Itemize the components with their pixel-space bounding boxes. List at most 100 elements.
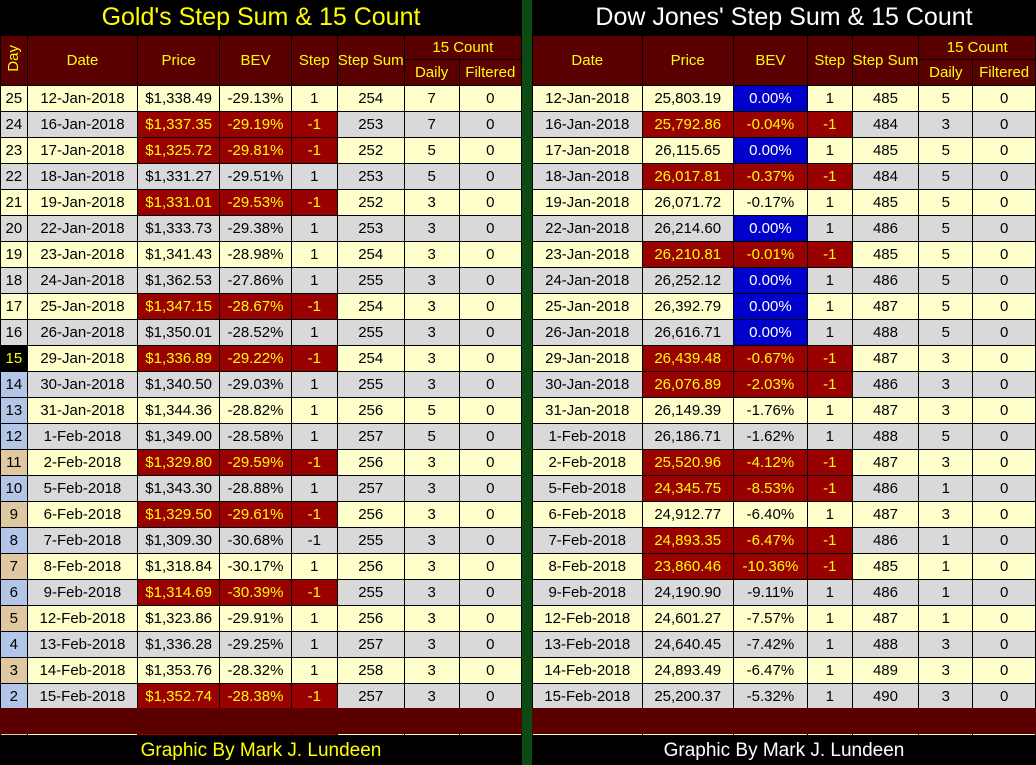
date-cell: 30-Jan-2018 bbox=[532, 371, 643, 398]
date-cell: 24-Jan-2018 bbox=[26, 267, 139, 294]
gold-header-price: Price bbox=[137, 35, 221, 86]
price-cell: $1,331.27 bbox=[137, 163, 221, 190]
filtered-count-cell: 0 bbox=[458, 137, 523, 164]
step-sum-cell: 255 bbox=[336, 319, 405, 346]
bev-cell: 0.00% bbox=[732, 85, 808, 112]
table-row: 12 1-Feb-2018 $1,349.00 -28.58% 1 257 5 0 bbox=[0, 423, 523, 450]
day-cell: 15 bbox=[0, 345, 28, 372]
filtered-count-cell: 0 bbox=[458, 683, 523, 710]
gold-footer-strip bbox=[0, 708, 522, 734]
date-cell: 17-Jan-2018 bbox=[532, 137, 643, 164]
step-cell: 1 bbox=[806, 423, 853, 450]
table-row: 24 16-Jan-2018 $1,337.35 -29.19% -1 253 7 0 bbox=[0, 111, 523, 138]
table-row: 30-Jan-2018 26,076.89 -2.03% -1 486 3 0 bbox=[532, 371, 1036, 398]
date-cell: 16-Jan-2018 bbox=[26, 111, 139, 138]
filtered-count-cell: 0 bbox=[458, 657, 523, 684]
filtered-count-cell: 0 bbox=[972, 475, 1036, 502]
step-sum-cell: 486 bbox=[851, 371, 920, 398]
step-sum-cell: 488 bbox=[851, 319, 920, 346]
date-cell: 1-Feb-2018 bbox=[26, 423, 139, 450]
bev-cell: -28.32% bbox=[219, 657, 292, 684]
daily-count-cell: 7 bbox=[403, 85, 460, 112]
step-sum-cell: 256 bbox=[336, 449, 405, 476]
bev-cell: 0.00% bbox=[732, 319, 808, 346]
table-row: 14-Feb-2018 24,893.49 -6.47% 1 489 3 0 bbox=[532, 657, 1036, 684]
daily-count-cell: 3 bbox=[918, 631, 974, 658]
gold-header-date: Date bbox=[26, 35, 139, 86]
filtered-count-cell: 0 bbox=[458, 189, 523, 216]
price-cell: 25,792.86 bbox=[641, 111, 734, 138]
bev-cell: -10.36% bbox=[732, 553, 808, 580]
bev-cell: -0.17% bbox=[732, 189, 808, 216]
bev-cell: -29.51% bbox=[219, 163, 292, 190]
table-row: 25-Jan-2018 26,392.79 0.00% 1 487 5 0 bbox=[532, 293, 1036, 320]
step-sum-cell: 252 bbox=[336, 137, 405, 164]
table-row: 18-Jan-2018 26,017.81 -0.37% -1 484 5 0 bbox=[532, 163, 1036, 190]
day-cell: 18 bbox=[0, 267, 28, 294]
price-cell: 26,017.81 bbox=[641, 163, 734, 190]
price-cell: $1,349.00 bbox=[137, 423, 221, 450]
gold-header-bev: BEV bbox=[219, 35, 292, 86]
price-cell: 26,214.60 bbox=[641, 215, 734, 242]
step-sum-cell: 488 bbox=[851, 423, 920, 450]
dow-header-date: Date bbox=[532, 35, 643, 86]
filtered-count-cell: 0 bbox=[972, 163, 1036, 190]
bev-cell: -0.04% bbox=[732, 111, 808, 138]
bev-cell: -2.03% bbox=[732, 371, 808, 398]
daily-count-cell: 3 bbox=[403, 241, 460, 268]
step-cell: 1 bbox=[290, 423, 338, 450]
table-row: 6 9-Feb-2018 $1,314.69 -30.39% -1 255 3 0 bbox=[0, 579, 523, 606]
step-sum-cell: 253 bbox=[336, 215, 405, 242]
daily-count-cell: 3 bbox=[918, 397, 974, 424]
gold-table: Day Date Price BEV Step Step Sum 15 Coun… bbox=[0, 35, 523, 736]
daily-count-cell: 3 bbox=[403, 501, 460, 528]
step-sum-cell: 486 bbox=[851, 527, 920, 554]
filtered-count-cell: 0 bbox=[458, 319, 523, 346]
table-row: 19 23-Jan-2018 $1,341.43 -28.98% 1 254 3 0 bbox=[0, 241, 523, 268]
dow-header-daily: Daily bbox=[918, 59, 974, 86]
step-sum-cell: 487 bbox=[851, 345, 920, 372]
price-cell: $1,337.35 bbox=[137, 111, 221, 138]
step-cell: -1 bbox=[290, 527, 338, 554]
date-cell: 29-Jan-2018 bbox=[26, 345, 139, 372]
gold-panel: Gold's Step Sum & 15 Count Day Date Pric… bbox=[0, 3, 523, 761]
table-row: 21 19-Jan-2018 $1,331.01 -29.53% -1 252 3 0 bbox=[0, 189, 523, 216]
table-row: 5 12-Feb-2018 $1,323.86 -29.91% 1 256 3 0 bbox=[0, 605, 523, 632]
filtered-count-cell: 0 bbox=[972, 371, 1036, 398]
date-cell: 23-Jan-2018 bbox=[26, 241, 139, 268]
step-sum-cell: 256 bbox=[336, 553, 405, 580]
step-sum-cell: 255 bbox=[336, 371, 405, 398]
daily-count-cell: 3 bbox=[403, 553, 460, 580]
filtered-count-cell: 0 bbox=[458, 163, 523, 190]
daily-count-cell: 3 bbox=[403, 449, 460, 476]
date-cell: 14-Feb-2018 bbox=[26, 657, 139, 684]
price-cell: $1,340.50 bbox=[137, 371, 221, 398]
step-cell: 1 bbox=[806, 267, 853, 294]
panel-divider bbox=[522, 0, 532, 765]
day-cell: 5 bbox=[0, 605, 28, 632]
step-cell: 1 bbox=[806, 319, 853, 346]
step-cell: 1 bbox=[290, 397, 338, 424]
filtered-count-cell: 0 bbox=[972, 85, 1036, 112]
step-sum-cell: 255 bbox=[336, 267, 405, 294]
date-cell: 31-Jan-2018 bbox=[26, 397, 139, 424]
table-row: 3 14-Feb-2018 $1,353.76 -28.32% 1 258 3 0 bbox=[0, 657, 523, 684]
price-cell: $1,318.84 bbox=[137, 553, 221, 580]
date-cell: 5-Feb-2018 bbox=[532, 475, 643, 502]
daily-count-cell: 5 bbox=[918, 137, 974, 164]
bev-cell: -9.11% bbox=[732, 579, 808, 606]
daily-count-cell: 5 bbox=[918, 319, 974, 346]
dow-header-15-count: 15 Count bbox=[918, 35, 1036, 60]
filtered-count-cell: 0 bbox=[458, 241, 523, 268]
step-sum-cell: 487 bbox=[851, 501, 920, 528]
price-cell: 24,912.77 bbox=[641, 501, 734, 528]
price-cell: 24,345.75 bbox=[641, 475, 734, 502]
filtered-count-cell: 0 bbox=[972, 423, 1036, 450]
filtered-count-cell: 0 bbox=[972, 631, 1036, 658]
step-sum-cell: 485 bbox=[851, 85, 920, 112]
price-cell: $1,347.15 bbox=[137, 293, 221, 320]
bev-cell: -30.68% bbox=[219, 527, 292, 554]
daily-count-cell: 3 bbox=[403, 371, 460, 398]
daily-count-cell: 5 bbox=[918, 423, 974, 450]
date-cell: 31-Jan-2018 bbox=[532, 397, 643, 424]
